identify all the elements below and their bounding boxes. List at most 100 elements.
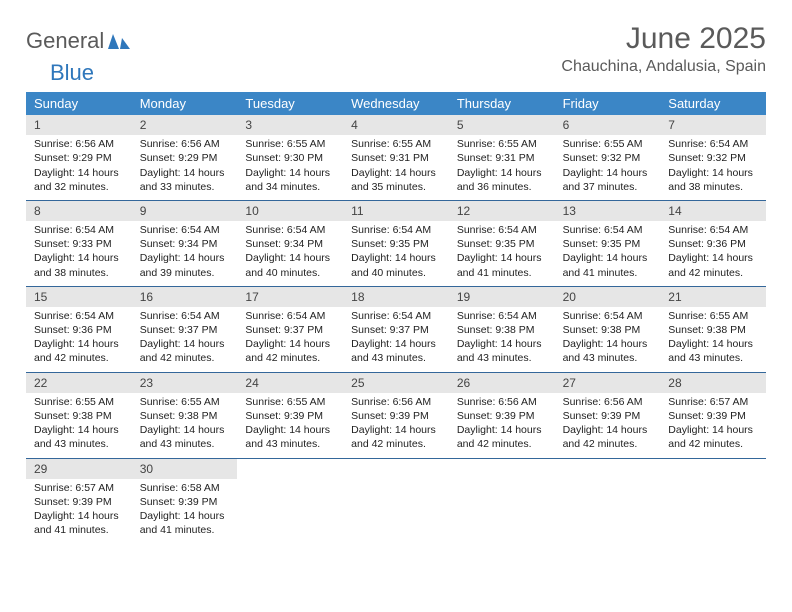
sunrise-text: Sunrise: 6:55 AM xyxy=(563,137,653,151)
day-cell: 24Sunrise: 6:55 AMSunset: 9:39 PMDayligh… xyxy=(237,373,343,458)
daylight-text-1: Daylight: 14 hours xyxy=(34,166,124,180)
sunset-text: Sunset: 9:32 PM xyxy=(563,151,653,165)
day-body: Sunrise: 6:56 AMSunset: 9:29 PMDaylight:… xyxy=(132,137,238,194)
daylight-text-1: Daylight: 14 hours xyxy=(34,423,124,437)
day-cell: 27Sunrise: 6:56 AMSunset: 9:39 PMDayligh… xyxy=(555,373,661,458)
day-body: Sunrise: 6:54 AMSunset: 9:33 PMDaylight:… xyxy=(26,223,132,280)
sunrise-text: Sunrise: 6:55 AM xyxy=(457,137,547,151)
sunrise-text: Sunrise: 6:54 AM xyxy=(668,223,758,237)
day-cell: 13Sunrise: 6:54 AMSunset: 9:35 PMDayligh… xyxy=(555,201,661,286)
day-number: 20 xyxy=(555,287,661,307)
sunset-text: Sunset: 9:34 PM xyxy=(245,237,335,251)
sunset-text: Sunset: 9:32 PM xyxy=(668,151,758,165)
day-body: Sunrise: 6:57 AMSunset: 9:39 PMDaylight:… xyxy=(660,395,766,452)
day-body: Sunrise: 6:54 AMSunset: 9:34 PMDaylight:… xyxy=(237,223,343,280)
daylight-text-2: and 42 minutes. xyxy=(457,437,547,451)
sunset-text: Sunset: 9:39 PM xyxy=(668,409,758,423)
day-number: 18 xyxy=(343,287,449,307)
sunset-text: Sunset: 9:39 PM xyxy=(34,495,124,509)
day-number: 26 xyxy=(449,373,555,393)
day-body: Sunrise: 6:56 AMSunset: 9:29 PMDaylight:… xyxy=(26,137,132,194)
sunrise-text: Sunrise: 6:54 AM xyxy=(457,309,547,323)
day-cell: 21Sunrise: 6:55 AMSunset: 9:38 PMDayligh… xyxy=(660,287,766,372)
sunrise-text: Sunrise: 6:55 AM xyxy=(140,395,230,409)
sunset-text: Sunset: 9:38 PM xyxy=(140,409,230,423)
daylight-text-1: Daylight: 14 hours xyxy=(140,166,230,180)
sunset-text: Sunset: 9:39 PM xyxy=(245,409,335,423)
day-cell: 17Sunrise: 6:54 AMSunset: 9:37 PMDayligh… xyxy=(237,287,343,372)
brand-word-1: General xyxy=(26,28,104,54)
day-body: Sunrise: 6:55 AMSunset: 9:39 PMDaylight:… xyxy=(237,395,343,452)
sunset-text: Sunset: 9:30 PM xyxy=(245,151,335,165)
sunset-text: Sunset: 9:36 PM xyxy=(668,237,758,251)
day-body: Sunrise: 6:55 AMSunset: 9:38 PMDaylight:… xyxy=(26,395,132,452)
sunset-text: Sunset: 9:39 PM xyxy=(563,409,653,423)
day-cell: 6Sunrise: 6:55 AMSunset: 9:32 PMDaylight… xyxy=(555,115,661,200)
sunset-text: Sunset: 9:34 PM xyxy=(140,237,230,251)
sunset-text: Sunset: 9:37 PM xyxy=(140,323,230,337)
day-body: Sunrise: 6:54 AMSunset: 9:37 PMDaylight:… xyxy=(343,309,449,366)
sunrise-text: Sunrise: 6:57 AM xyxy=(668,395,758,409)
day-cell: 22Sunrise: 6:55 AMSunset: 9:38 PMDayligh… xyxy=(26,373,132,458)
calendar: SundayMondayTuesdayWednesdayThursdayFrid… xyxy=(26,92,766,543)
day-number: 10 xyxy=(237,201,343,221)
daylight-text-2: and 32 minutes. xyxy=(34,180,124,194)
daylight-text-2: and 43 minutes. xyxy=(457,351,547,365)
daylight-text-1: Daylight: 14 hours xyxy=(140,337,230,351)
daylight-text-2: and 35 minutes. xyxy=(351,180,441,194)
day-number: 25 xyxy=(343,373,449,393)
brand-sail-icon xyxy=(108,32,130,50)
sunrise-text: Sunrise: 6:54 AM xyxy=(34,309,124,323)
week-row: 1Sunrise: 6:56 AMSunset: 9:29 PMDaylight… xyxy=(26,115,766,201)
day-body: Sunrise: 6:55 AMSunset: 9:38 PMDaylight:… xyxy=(660,309,766,366)
daylight-text-2: and 42 minutes. xyxy=(563,437,653,451)
daylight-text-2: and 42 minutes. xyxy=(140,351,230,365)
week-row: 15Sunrise: 6:54 AMSunset: 9:36 PMDayligh… xyxy=(26,287,766,373)
day-cell: 7Sunrise: 6:54 AMSunset: 9:32 PMDaylight… xyxy=(660,115,766,200)
sunrise-text: Sunrise: 6:54 AM xyxy=(351,309,441,323)
day-number: 17 xyxy=(237,287,343,307)
sunrise-text: Sunrise: 6:54 AM xyxy=(563,309,653,323)
sunset-text: Sunset: 9:35 PM xyxy=(563,237,653,251)
sunrise-text: Sunrise: 6:54 AM xyxy=(668,137,758,151)
day-number: 6 xyxy=(555,115,661,135)
day-body: Sunrise: 6:54 AMSunset: 9:37 PMDaylight:… xyxy=(132,309,238,366)
week-row: 29Sunrise: 6:57 AMSunset: 9:39 PMDayligh… xyxy=(26,459,766,544)
daylight-text-2: and 40 minutes. xyxy=(351,266,441,280)
day-number: 9 xyxy=(132,201,238,221)
dow-monday: Monday xyxy=(132,92,238,115)
sunset-text: Sunset: 9:38 PM xyxy=(34,409,124,423)
daylight-text-1: Daylight: 14 hours xyxy=(245,166,335,180)
day-cell: 3 Sunrise: 6:55 AMSunset: 9:30 PMDaylight… xyxy=(237,115,343,200)
day-cell: 26Sunrise: 6:56 AMSunset: 9:39 PMDayligh… xyxy=(449,373,555,458)
dow-sunday: Sunday xyxy=(26,92,132,115)
daylight-text-1: Daylight: 14 hours xyxy=(668,337,758,351)
daylight-text-2: and 41 minutes. xyxy=(563,266,653,280)
daylight-text-2: and 42 minutes. xyxy=(668,266,758,280)
daylight-text-2: and 42 minutes. xyxy=(351,437,441,451)
sunrise-text: Sunrise: 6:55 AM xyxy=(245,137,335,151)
sunset-text: Sunset: 9:39 PM xyxy=(351,409,441,423)
day-number: 30 xyxy=(132,459,238,479)
day-number: 12 xyxy=(449,201,555,221)
day-number: 5 xyxy=(449,115,555,135)
sunset-text: Sunset: 9:31 PM xyxy=(457,151,547,165)
day-body: Sunrise: 6:54 AMSunset: 9:32 PMDaylight:… xyxy=(660,137,766,194)
week-row: 22Sunrise: 6:55 AMSunset: 9:38 PMDayligh… xyxy=(26,373,766,459)
sunrise-text: Sunrise: 6:54 AM xyxy=(34,223,124,237)
empty-day-cell xyxy=(343,459,449,544)
day-number: 3 xyxy=(237,115,343,135)
day-cell: 10Sunrise: 6:54 AMSunset: 9:34 PMDayligh… xyxy=(237,201,343,286)
daylight-text-1: Daylight: 14 hours xyxy=(34,509,124,523)
daylight-text-2: and 43 minutes. xyxy=(563,351,653,365)
day-cell: 12Sunrise: 6:54 AMSunset: 9:35 PMDayligh… xyxy=(449,201,555,286)
sunrise-text: Sunrise: 6:57 AM xyxy=(34,481,124,495)
day-cell: 16Sunrise: 6:54 AMSunset: 9:37 PMDayligh… xyxy=(132,287,238,372)
sunrise-text: Sunrise: 6:55 AM xyxy=(668,309,758,323)
empty-day-cell xyxy=(237,459,343,544)
day-body: Sunrise: 6:54 AMSunset: 9:37 PMDaylight:… xyxy=(237,309,343,366)
daylight-text-1: Daylight: 14 hours xyxy=(563,251,653,265)
empty-day-cell xyxy=(660,459,766,544)
daylight-text-1: Daylight: 14 hours xyxy=(457,337,547,351)
daylight-text-2: and 41 minutes. xyxy=(34,523,124,537)
